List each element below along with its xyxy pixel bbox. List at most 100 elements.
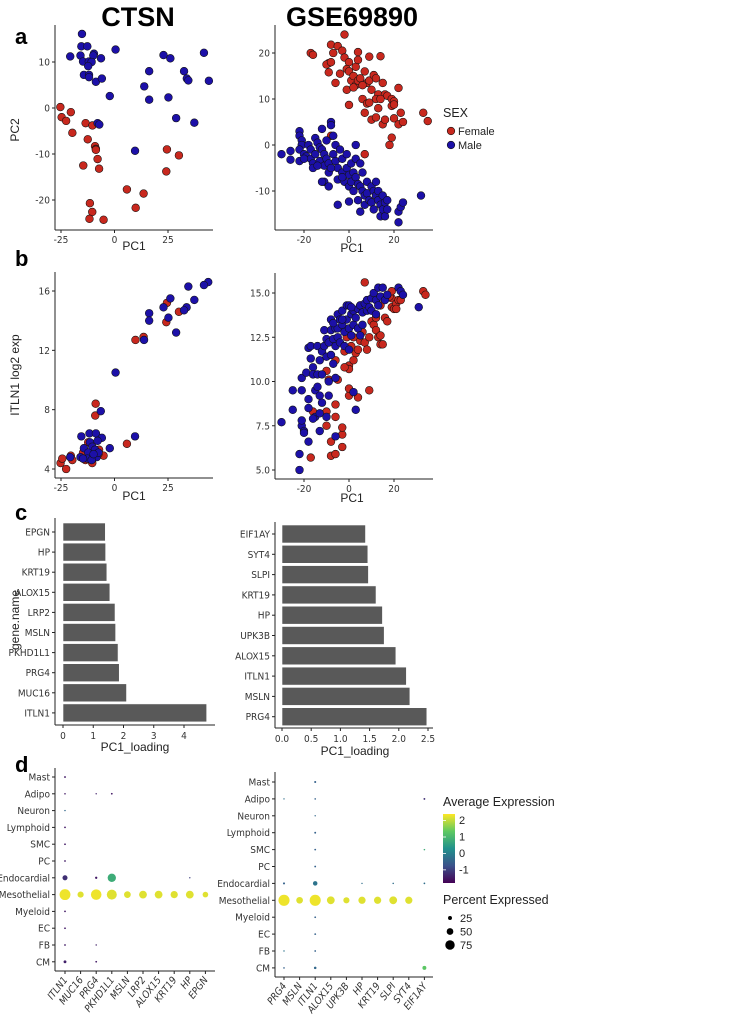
cell-type-label: Neuron [17, 806, 50, 817]
point-male [383, 290, 392, 299]
point-male [315, 426, 324, 436]
point-male [308, 363, 318, 372]
point-male [317, 370, 327, 379]
point-female [396, 108, 405, 117]
expression-dot [282, 882, 286, 885]
cell-type-label: Myeloid [235, 913, 270, 924]
point-male [84, 73, 94, 82]
point-male [383, 205, 392, 214]
point-female [365, 52, 374, 61]
point-female [79, 161, 88, 170]
point-male [398, 198, 408, 207]
point-female [91, 145, 101, 155]
expression-dot [64, 793, 66, 795]
point-female [340, 30, 349, 39]
category-label: ITLN1 [244, 672, 270, 683]
point-male [315, 409, 324, 418]
expression-dot [63, 960, 67, 964]
bar [62, 643, 119, 662]
x-tick-label: -25 [54, 235, 69, 246]
bar [62, 683, 127, 703]
point-female [392, 304, 401, 314]
expression-dot [64, 944, 66, 946]
bar [281, 544, 369, 564]
point-female [360, 150, 369, 159]
point-male [311, 150, 320, 159]
point-male [299, 428, 309, 438]
point-male [324, 391, 333, 400]
sex-legend: SEX Female Male [443, 106, 495, 152]
point-male [111, 45, 120, 54]
x-tick-label: -20 [297, 235, 312, 246]
point-female [324, 68, 333, 77]
point-male [66, 452, 75, 462]
cell-type-label: PC [258, 862, 270, 873]
percent-legend-title: Percent Expressed [443, 893, 549, 907]
bar [281, 524, 366, 544]
point-male [297, 386, 306, 395]
panel-letter-c: c [15, 500, 27, 525]
point-male [398, 290, 408, 299]
point-male [299, 154, 309, 163]
point-male [358, 320, 367, 330]
colorbar-tick-label: 2 [459, 815, 465, 827]
y-tick-label: -10 [255, 187, 270, 198]
cell-type-label: EC [38, 924, 50, 935]
expression-dot [326, 896, 335, 905]
cell-type-label: Lymphoid [227, 828, 270, 839]
expression-dot [312, 881, 318, 886]
x-tick-label: 2.5 [421, 734, 435, 745]
point-female [365, 98, 374, 107]
point-male [324, 182, 333, 191]
point-female [378, 340, 387, 349]
point-female [371, 113, 381, 122]
bar [281, 605, 383, 625]
x-tick-label: 1.0 [333, 734, 348, 745]
point-female [360, 67, 369, 76]
expression-dot [314, 780, 317, 784]
category-label: EPGN [25, 528, 50, 539]
cell-type-label: CM [256, 963, 270, 974]
point-female [331, 400, 340, 409]
point-female [85, 199, 95, 208]
category-label: HP [38, 548, 51, 559]
point-female [389, 100, 399, 109]
point-male [277, 418, 286, 427]
point-male [144, 309, 154, 318]
point-male [329, 150, 338, 159]
cell-type-label: PC [38, 857, 50, 868]
bar [281, 626, 385, 645]
point-male [353, 196, 363, 205]
point-female [68, 128, 77, 138]
expression-dot [422, 965, 427, 970]
x-axis-title: PC1 [122, 239, 146, 253]
point-male [204, 76, 214, 86]
x-axis-title: PC1 [340, 491, 364, 505]
point-female [131, 335, 140, 345]
bar [281, 565, 369, 584]
female-legend-swatch [446, 126, 456, 136]
point-female [376, 94, 385, 104]
y-tick-label: 8 [44, 405, 50, 416]
bar [62, 522, 106, 542]
expression-dot [313, 966, 317, 970]
point-female [376, 52, 385, 61]
x-tick-label: 0 [112, 483, 118, 494]
point-male [329, 359, 338, 368]
point-male [144, 67, 154, 76]
cell-type-label: Lymphoid [7, 823, 50, 834]
point-female [383, 317, 392, 326]
x-tick-label: 1.5 [362, 734, 376, 745]
x-tick-label: 25 [162, 483, 173, 494]
point-male [144, 316, 154, 325]
x-axis-title: PC1_loading [321, 744, 390, 758]
bar [62, 582, 111, 602]
point-male [344, 345, 354, 354]
x-tick-label: 0 [346, 235, 352, 246]
point-male [96, 406, 105, 416]
point-female [371, 74, 381, 83]
point-male [338, 306, 347, 315]
expression-dot [343, 897, 350, 904]
expression-dot [64, 826, 66, 829]
point-female [66, 107, 76, 117]
